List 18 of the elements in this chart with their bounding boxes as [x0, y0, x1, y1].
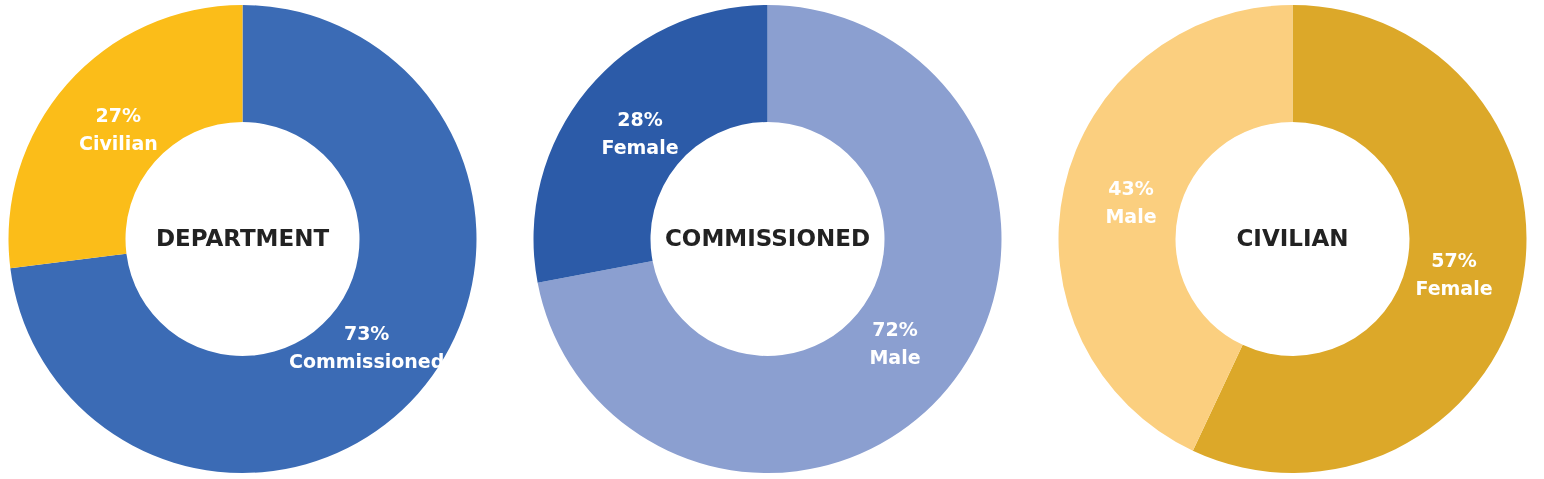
slice-label: Commissioned — [288, 350, 445, 373]
slice-label: Female — [1415, 277, 1493, 300]
donut-slice — [1192, 5, 1527, 473]
slice-label: Female — [601, 135, 679, 158]
data-label: 28% — [617, 107, 663, 130]
slice-label: Male — [869, 346, 921, 369]
data-label: 57% — [1431, 249, 1477, 272]
text: DEPARTMENT — [155, 225, 330, 251]
data-label: 43% — [1108, 176, 1154, 199]
donut-slice — [537, 5, 1002, 473]
data-label: 72% — [872, 318, 918, 341]
text: CIVILIAN — [1236, 225, 1349, 251]
data-label: 73% — [343, 322, 390, 345]
slice-label: Civilian — [78, 131, 158, 154]
text: COMMISSIONED — [664, 225, 871, 251]
donut-slice — [10, 5, 477, 473]
slice-label: Male — [1105, 204, 1157, 227]
data-label: 27% — [95, 103, 142, 126]
